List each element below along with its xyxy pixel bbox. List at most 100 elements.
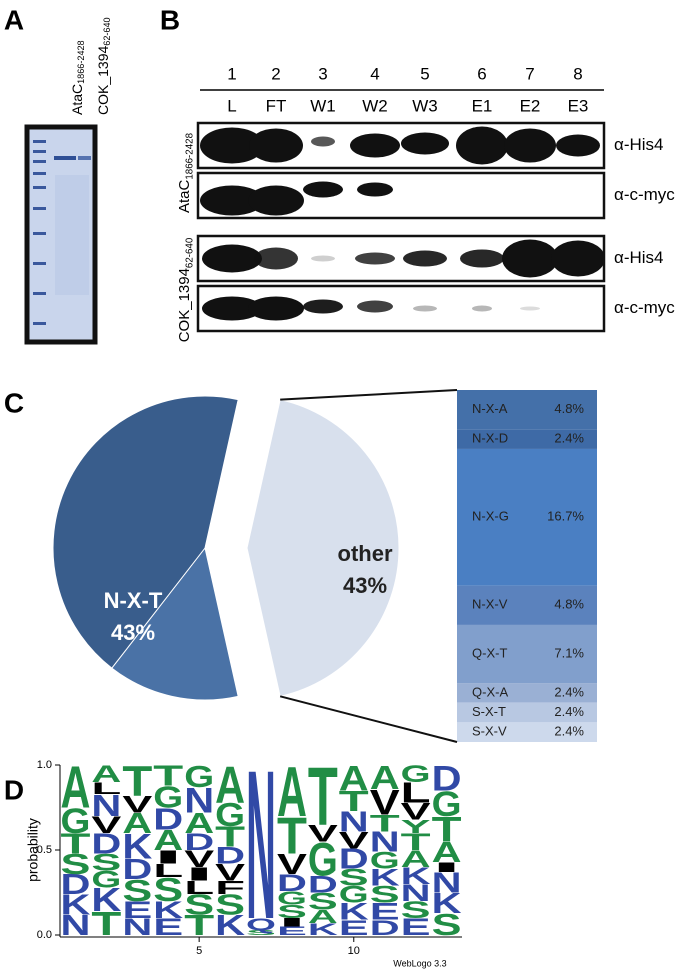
logo-letter: E [370,899,400,925]
logo-letter: D [215,843,245,869]
logo-letter: T [401,829,431,855]
blot-band [248,296,304,321]
blot-band [556,134,600,157]
pie-label: other [338,541,393,566]
logo-letter: D [122,853,152,885]
blot-band [200,127,264,164]
bar-segment [457,722,597,742]
logo-letter: I [432,859,462,875]
blot-band [357,182,393,197]
logo-letter: G [215,797,245,834]
logo-letter: N [61,909,91,941]
logo-letter: S [277,901,307,922]
segment-label: N-X-A [472,401,508,416]
blot-band [460,249,504,268]
segment-value: 2.4% [554,431,584,446]
logo-letter: D [91,828,121,860]
panel-label: C [4,387,24,418]
lane-label: E1 [472,96,493,115]
logo-letter: L [184,878,214,899]
ladder-band [33,207,46,210]
logo-letter: K [339,899,369,925]
logo-letter: L [401,777,431,809]
segment-label: Q-X-A [472,684,508,699]
logo-letter: V [184,846,214,872]
logo-letter: D [184,829,214,855]
logo-letter: A [122,807,152,839]
logo-letter: I [153,847,183,868]
blot-band [254,247,298,270]
logo-letter: A [184,807,214,839]
lane-label: W1 [310,96,336,115]
blot-band [202,244,262,273]
panel-label: A [4,4,24,35]
logo-letter: A [308,907,338,928]
segment-value: 2.4% [554,684,584,699]
blot-band [413,305,437,312]
logo-letter: A [91,761,121,787]
logo-letter: G [184,759,214,794]
segment-value: 7.1% [554,645,584,660]
segment-label: S-X-T [472,704,506,719]
label-subscript: 62-640 [103,17,113,45]
pie-value: 43% [111,620,155,645]
logo-letter: T [370,811,400,837]
logo-letter: G [61,801,91,841]
label-subscript: 1866-2428 [184,133,195,180]
logo-letter: S [308,889,338,915]
lane-label: E2 [520,96,541,115]
segment-value: 4.8% [554,597,584,612]
gel-band [54,156,76,160]
logo-letter: T [122,758,152,806]
logo-letter: E [277,924,307,937]
antibody-label: α-c-myc [614,185,675,204]
logo-letter: L [91,779,121,797]
logo-letter: N [432,867,462,899]
ladder-band [33,172,46,175]
logo-letter: S [339,865,369,891]
blot-band [456,126,508,165]
lane-number: 5 [420,64,429,83]
blot-band [303,181,343,198]
logo-letter: L [153,861,183,882]
x-tick-label: 10 [348,945,360,957]
blot-band [403,250,447,267]
logo-letter: G [401,761,431,787]
logo-letter: Y [401,816,431,837]
logo-letter: E [339,916,369,940]
connector [279,695,458,743]
logo-letter: V [308,821,338,847]
logo-letter: T [432,810,462,850]
bar-segment [457,390,597,430]
lane-number: 2 [271,64,280,83]
logo-letter: I [277,916,307,929]
bar-segment [457,429,597,449]
logo-letter: S [246,929,276,937]
logo-letter: K [61,889,91,921]
segment-label: S-X-V [472,724,507,739]
logo-letter: K [122,827,152,867]
label: AtaC1866-2428 [176,133,195,213]
logo-letter: D [432,759,462,799]
logo-letter: G [153,779,183,814]
logo-letter: V [339,828,369,854]
blot-band [520,306,540,311]
logo-letter: Q [246,915,276,933]
x-tick-label: 5 [196,945,202,957]
gel-band [78,156,91,160]
panel-label: B [160,4,180,35]
blot-band [355,252,395,265]
lane-number: 4 [370,64,379,83]
logo-letter: N [91,788,121,823]
logo-letter: N [246,727,276,964]
blot-band [551,240,605,277]
logo-letter: K [308,920,339,938]
pie-slice [246,399,400,697]
blot-band [504,128,556,163]
logo-letter: S [61,848,91,880]
logo-letter: G [339,882,369,908]
lane-number: 8 [573,64,582,83]
logo-letter: A [215,757,245,815]
ladder-band [33,322,46,325]
label-subscript: 1866-2428 [77,40,87,84]
